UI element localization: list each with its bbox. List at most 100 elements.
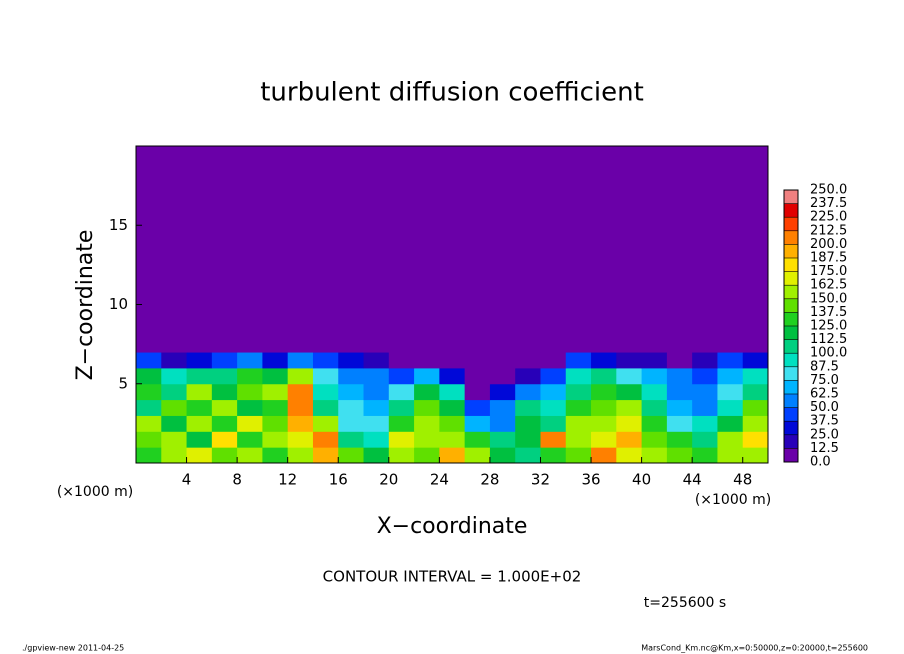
cell — [464, 146, 491, 353]
cell — [641, 415, 668, 432]
cell — [591, 399, 617, 416]
cell — [565, 352, 592, 369]
cell — [136, 146, 162, 353]
cell — [540, 399, 567, 416]
colorbar-box — [784, 353, 798, 367]
cell — [692, 415, 718, 432]
cell — [742, 367, 769, 385]
cell — [666, 146, 693, 353]
cell — [363, 383, 390, 401]
cell — [666, 415, 693, 432]
cell — [287, 447, 314, 464]
cell — [186, 431, 213, 448]
cell — [237, 383, 263, 401]
cell — [136, 431, 162, 448]
cell — [186, 399, 213, 416]
cell — [616, 352, 643, 369]
cell — [439, 383, 466, 401]
cell — [338, 367, 365, 385]
cell — [464, 415, 491, 432]
cell — [717, 415, 744, 432]
cell — [211, 447, 238, 464]
colorbar-box — [784, 339, 798, 354]
colorbar-box — [784, 271, 798, 286]
colorbar-box — [784, 190, 798, 204]
cell — [641, 447, 668, 464]
cell — [262, 352, 289, 369]
cell — [211, 383, 238, 401]
cell — [717, 383, 744, 401]
cell — [464, 367, 491, 385]
cell — [742, 399, 769, 416]
cell — [136, 399, 162, 416]
x-tick-label: 28 — [480, 471, 499, 489]
cell — [414, 447, 440, 464]
cell — [287, 399, 314, 416]
cell — [136, 415, 162, 432]
cell — [641, 431, 668, 448]
cell — [186, 447, 213, 464]
colorbar-label: 175.0 — [810, 264, 847, 279]
cell — [692, 399, 718, 416]
cell — [439, 367, 466, 385]
colorbar-box — [784, 366, 798, 381]
cell — [464, 431, 491, 448]
cell — [211, 367, 238, 385]
cell — [439, 352, 466, 369]
cell — [489, 146, 516, 353]
colorbar-box — [784, 421, 798, 435]
y-tick-label: 15 — [109, 216, 128, 234]
cell — [616, 399, 643, 416]
cell — [692, 367, 718, 385]
cell — [439, 431, 466, 448]
colorbar-box — [784, 285, 798, 299]
cell — [287, 415, 314, 432]
cell — [262, 447, 289, 464]
cell — [161, 352, 188, 369]
y-tick-label: 5 — [118, 374, 128, 392]
x-tick-label: 44 — [683, 471, 702, 489]
cell — [591, 367, 617, 385]
colorbar-box — [784, 434, 798, 449]
cell — [363, 367, 390, 385]
cell — [439, 415, 466, 432]
cell — [540, 415, 567, 432]
cell — [692, 383, 718, 401]
colorbar-label: 250.0 — [810, 183, 847, 198]
cell — [414, 431, 440, 448]
cell — [136, 367, 162, 385]
cell — [388, 367, 415, 385]
cell — [591, 431, 617, 448]
cell — [414, 415, 440, 432]
cell — [489, 447, 516, 464]
colorbar-label: 225.0 — [810, 210, 847, 225]
cell — [186, 383, 213, 401]
cell — [540, 367, 567, 385]
cell — [161, 367, 188, 385]
cell — [237, 447, 263, 464]
cell — [565, 447, 592, 464]
cell — [591, 447, 617, 464]
colorbar-label: 125.0 — [810, 319, 847, 334]
cell — [161, 399, 188, 416]
cell — [616, 415, 643, 432]
colorbar-label: 50.0 — [810, 400, 839, 415]
cell — [363, 146, 390, 353]
x-tick-label: 16 — [329, 471, 348, 489]
cell — [312, 415, 339, 432]
cell — [312, 367, 339, 385]
cell — [565, 146, 592, 353]
cell — [540, 146, 567, 353]
cell — [161, 431, 188, 448]
colorbar-label: 0.0 — [810, 455, 831, 470]
cell — [717, 447, 744, 464]
cell — [742, 447, 769, 464]
cell — [717, 352, 744, 369]
colorbar-label: 112.5 — [810, 332, 847, 347]
colorbar-box — [784, 230, 798, 245]
cell — [388, 352, 415, 369]
cell — [338, 447, 365, 464]
cell — [161, 383, 188, 401]
cell — [161, 415, 188, 432]
cell — [136, 447, 162, 464]
